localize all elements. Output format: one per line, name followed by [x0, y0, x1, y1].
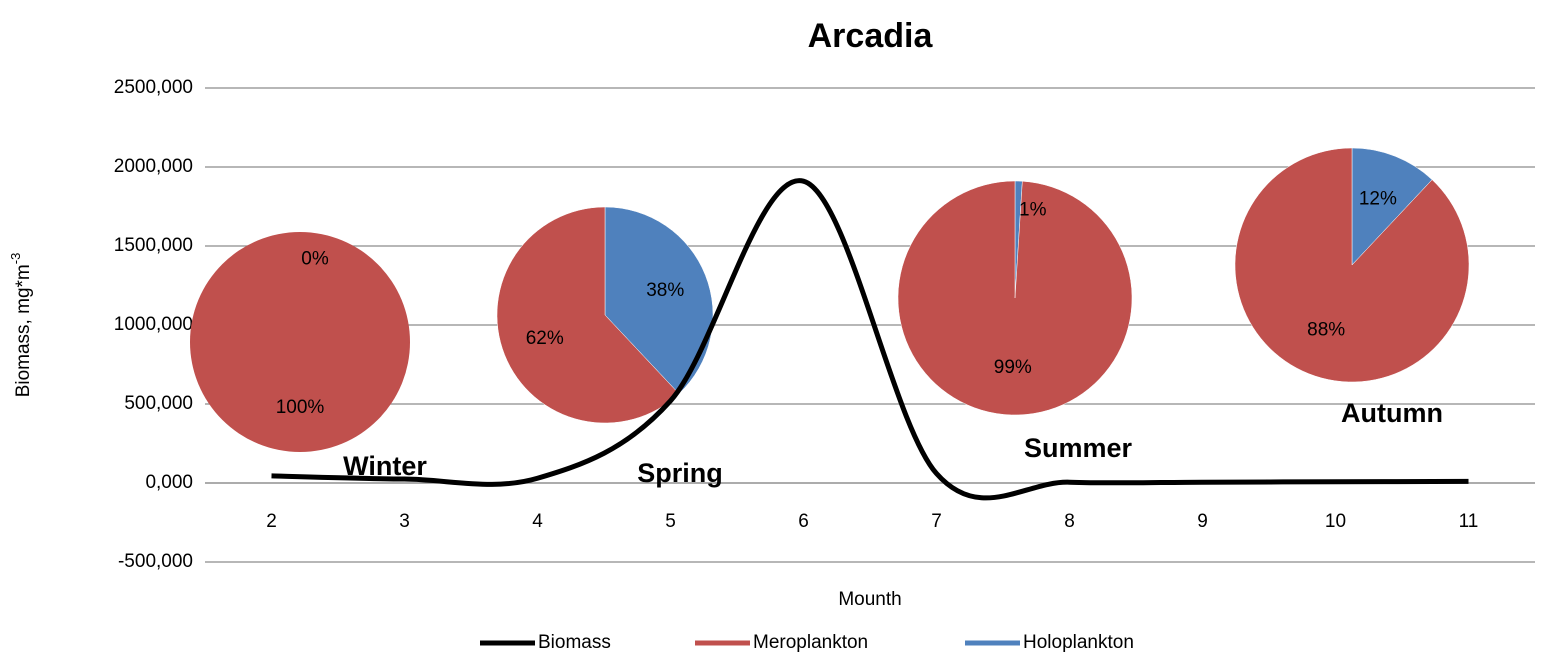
pie-slice — [897, 180, 1133, 416]
x-tick-label: 7 — [931, 511, 942, 532]
x-tick-label: 2 — [266, 511, 277, 532]
pie-slice — [1351, 147, 1433, 266]
legend-label: Meroplankton — [753, 632, 868, 653]
x-tick-label: 6 — [798, 511, 809, 532]
pie-slice — [496, 206, 680, 424]
pie: 0%100%Winter — [190, 232, 427, 481]
pie: 1% 99% Summer — [897, 180, 1133, 463]
season-label: Spring — [637, 458, 723, 488]
x-tick-label: 9 — [1197, 511, 1208, 532]
y-tick-label: 1500,000 — [114, 235, 193, 256]
y-tick-label: 2000,000 — [114, 156, 193, 177]
pie-value-label: 12% — [1359, 189, 1397, 210]
legend-label: Biomass — [538, 632, 611, 653]
pie-value-label: 0% — [301, 249, 329, 270]
pie-value-label: 1% — [1019, 199, 1047, 220]
y-tick-label: 0,000 — [145, 472, 193, 493]
x-tick-label: 11 — [1459, 511, 1479, 532]
pie-value-label: 88% — [1307, 319, 1345, 340]
pie-value-label: 62% — [526, 328, 564, 349]
chart-title: Arcadia — [808, 17, 934, 55]
x-tick-label: 8 — [1064, 511, 1075, 532]
pie: 12% 88% Autumn — [1234, 147, 1470, 428]
pies: 0%100%Winter38%62%Spring1%99%Summer12%88… — [190, 147, 1470, 488]
y-tick-label: 1000,000 — [114, 314, 193, 335]
season-label: Summer — [1024, 433, 1133, 463]
pie-value-label: 99% — [994, 357, 1032, 378]
x-tick-label: 10 — [1325, 511, 1346, 532]
y-tick-label: 2500,000 — [114, 77, 193, 98]
y-tick-label: -500,000 — [118, 551, 193, 572]
y-axis-label-main: Biomass, mg*m — [13, 264, 34, 397]
pie-value-label: 38% — [646, 280, 684, 301]
line-series — [271, 178, 1469, 501]
pie: 38% 62% Spring — [496, 206, 723, 488]
legend-label: Holoplankton — [1023, 632, 1134, 653]
pie-slice — [604, 206, 714, 395]
season-label: Autumn — [1341, 398, 1443, 428]
x-tick-label: 4 — [532, 511, 543, 532]
y-axis-label: Biomass, mg*m-3 — [8, 253, 34, 398]
y-axis-label-sup: -3 — [8, 253, 23, 265]
y-tick-label: 500,000 — [124, 393, 193, 414]
pie-value-label: 100% — [276, 397, 325, 418]
x-tick-label: 3 — [399, 511, 410, 532]
pie-slice — [190, 232, 410, 452]
x-axis-label: Mounth — [838, 589, 901, 610]
pie-slice — [1234, 147, 1470, 383]
x-tick-label: 5 — [665, 511, 676, 532]
